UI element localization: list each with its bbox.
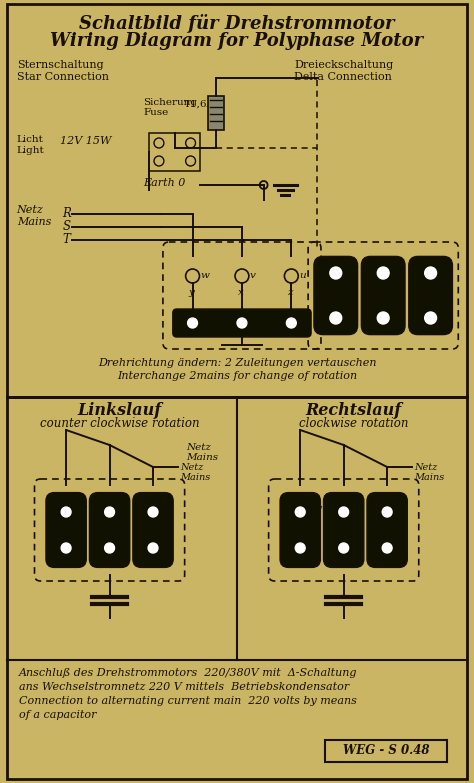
Bar <box>149 133 201 171</box>
Circle shape <box>148 543 158 553</box>
FancyBboxPatch shape <box>409 256 453 334</box>
FancyBboxPatch shape <box>90 493 130 568</box>
Circle shape <box>286 318 296 328</box>
Circle shape <box>61 507 71 517</box>
Text: y: y <box>189 288 194 297</box>
Text: v: v <box>356 504 362 513</box>
Text: Sicherung: Sicherung <box>143 98 197 107</box>
Text: Netz
Mains: Netz Mains <box>180 463 210 482</box>
Text: Sternschaltung
Star Connection: Sternschaltung Star Connection <box>17 60 109 81</box>
Text: Mains: Mains <box>187 453 219 462</box>
FancyBboxPatch shape <box>46 493 86 568</box>
FancyBboxPatch shape <box>324 493 364 568</box>
Text: Rechtslauf: Rechtslauf <box>306 402 401 419</box>
Text: T: T <box>62 233 70 246</box>
Text: y: y <box>350 308 355 317</box>
Text: x: x <box>397 308 402 317</box>
Text: w: w <box>79 504 87 513</box>
Circle shape <box>105 507 115 517</box>
Circle shape <box>295 507 305 517</box>
Text: u: u <box>299 271 306 280</box>
Text: Drehrichtung ändern: 2 Zuleitungen vertauschen: Drehrichtung ändern: 2 Zuleitungen verta… <box>98 358 376 368</box>
Text: w: w <box>313 504 321 513</box>
Bar <box>325 740 447 762</box>
Bar <box>7 4 467 397</box>
Text: counter clockwise rotation: counter clockwise rotation <box>40 417 199 430</box>
Circle shape <box>425 312 437 324</box>
Text: Licht: Licht <box>17 135 44 144</box>
FancyBboxPatch shape <box>314 256 357 334</box>
Bar <box>209 96 224 130</box>
FancyBboxPatch shape <box>173 309 311 337</box>
Text: Mains: Mains <box>17 217 51 227</box>
Text: S: S <box>62 220 70 233</box>
Text: Connection to alternating current main  220 volts by means: Connection to alternating current main 2… <box>18 696 356 706</box>
Text: z: z <box>445 308 449 317</box>
Text: Netz: Netz <box>17 205 44 215</box>
Text: u: u <box>400 504 406 513</box>
FancyBboxPatch shape <box>280 493 320 568</box>
Text: Anschluß des Drehstrommotors  220/380V mit  Δ-Schaltung: Anschluß des Drehstrommotors 220/380V mi… <box>18 668 357 678</box>
FancyBboxPatch shape <box>133 493 173 568</box>
Circle shape <box>377 267 389 279</box>
Circle shape <box>330 312 342 324</box>
Text: Netz: Netz <box>187 443 211 452</box>
Text: y: y <box>313 544 319 553</box>
Text: z: z <box>400 544 405 553</box>
Text: Light: Light <box>17 146 45 155</box>
Text: u: u <box>166 504 172 513</box>
Text: clockwise rotation: clockwise rotation <box>299 417 408 430</box>
Circle shape <box>61 543 71 553</box>
Circle shape <box>148 507 158 517</box>
Text: v: v <box>250 271 255 280</box>
Text: w: w <box>350 264 358 273</box>
Text: Schaltbild für Drehstrommotor: Schaltbild für Drehstrommotor <box>79 14 395 33</box>
Circle shape <box>382 543 392 553</box>
Text: Interchange 2mains for change of rotation: Interchange 2mains for change of rotatio… <box>117 371 357 381</box>
Text: x: x <box>356 544 362 553</box>
Text: x: x <box>122 544 128 553</box>
Text: v: v <box>397 264 402 273</box>
Circle shape <box>339 543 348 553</box>
Text: y: y <box>79 544 84 553</box>
Circle shape <box>188 318 198 328</box>
Text: Dreieckschaltung
Delta Connection: Dreieckschaltung Delta Connection <box>294 60 393 81</box>
Circle shape <box>237 318 247 328</box>
Circle shape <box>330 267 342 279</box>
Text: R: R <box>62 207 71 220</box>
Text: Fuse: Fuse <box>143 108 168 117</box>
Circle shape <box>425 267 437 279</box>
Text: z: z <box>287 288 293 297</box>
Text: v: v <box>122 504 128 513</box>
Text: Netz
Mains: Netz Mains <box>414 463 444 482</box>
Text: Linkslauf: Linkslauf <box>77 402 162 419</box>
Text: of a capacitor: of a capacitor <box>18 710 96 720</box>
Text: WEG - S 0.48: WEG - S 0.48 <box>343 745 429 757</box>
Text: w: w <box>201 271 210 280</box>
Text: 12V 15W: 12V 15W <box>60 136 111 146</box>
Text: u: u <box>445 264 451 273</box>
Circle shape <box>295 543 305 553</box>
Circle shape <box>339 507 348 517</box>
Circle shape <box>377 312 389 324</box>
FancyBboxPatch shape <box>367 493 407 568</box>
Text: ans Wechselstromnetz 220 V mittels  Betriebskondensator: ans Wechselstromnetz 220 V mittels Betri… <box>18 682 349 692</box>
FancyBboxPatch shape <box>361 256 405 334</box>
Text: T1,6A: T1,6A <box>183 100 215 109</box>
Bar <box>7 397 467 779</box>
Text: z: z <box>166 544 171 553</box>
Text: Earth 0: Earth 0 <box>143 178 185 188</box>
Text: Wiring Diagram for Polyphase Motor: Wiring Diagram for Polyphase Motor <box>50 32 424 50</box>
Circle shape <box>105 543 115 553</box>
Text: x: x <box>238 288 244 297</box>
Circle shape <box>382 507 392 517</box>
